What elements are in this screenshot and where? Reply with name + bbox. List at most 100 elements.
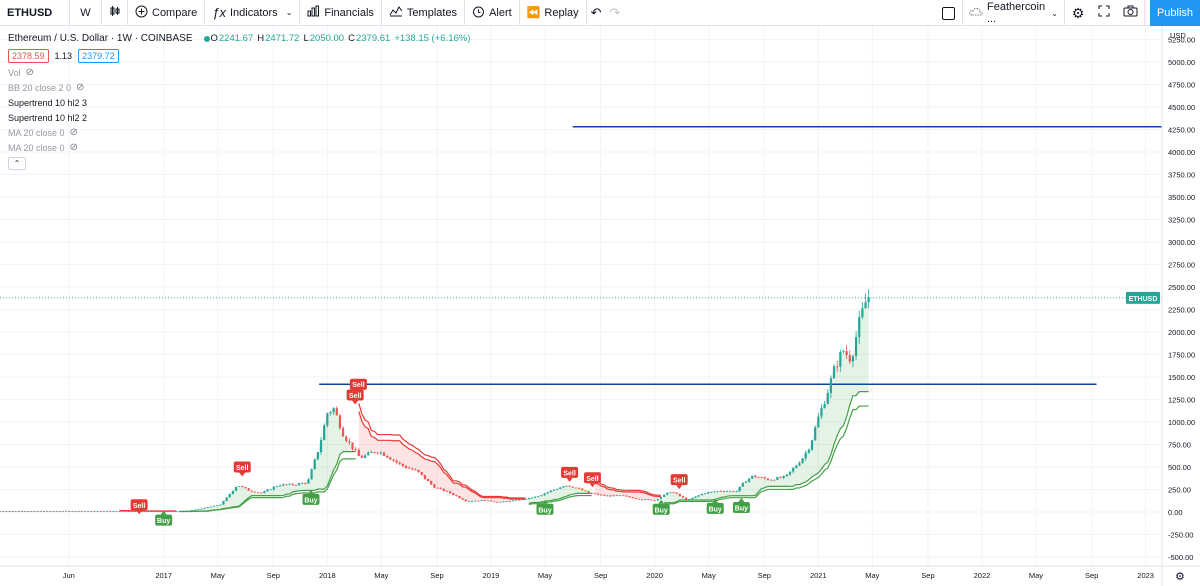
candle-body bbox=[351, 442, 354, 450]
candle-body bbox=[505, 501, 508, 502]
price-tick-label: 2750.00 bbox=[1168, 261, 1195, 270]
time-tick-label: 2020 bbox=[646, 571, 663, 580]
indicator-row[interactable]: Supertrend 10 hl2 2 bbox=[8, 110, 471, 125]
eye-hidden-icon[interactable]: ⊘ bbox=[25, 67, 34, 78]
undo-icon: ↶ bbox=[590, 4, 602, 20]
candle-body bbox=[662, 494, 666, 497]
redo-button[interactable]: ↷ bbox=[606, 0, 625, 26]
interval-button[interactable]: W bbox=[70, 0, 102, 26]
settings-button[interactable]: ⚙ bbox=[1065, 0, 1091, 26]
financials-button[interactable]: Financials bbox=[300, 0, 382, 26]
candle-body bbox=[760, 477, 763, 479]
candle-body bbox=[851, 356, 855, 362]
candle-body bbox=[178, 511, 181, 512]
layout-menu[interactable]: Feathercoin ... ⌄ bbox=[963, 0, 1065, 26]
candle-body bbox=[319, 440, 323, 453]
candle-body bbox=[543, 493, 546, 496]
indicator-row[interactable]: Supertrend 10 hl2 3 bbox=[8, 95, 471, 110]
chart-style-button[interactable] bbox=[102, 0, 128, 26]
candle-body bbox=[559, 487, 562, 489]
price-tick-label: 5000.00 bbox=[1168, 58, 1195, 67]
symbol-search[interactable]: ETHUSD bbox=[0, 0, 70, 26]
indicators-button[interactable]: ƒx Indicators ⌄ bbox=[205, 0, 301, 26]
price-chart[interactable]: Sell Buy Sell Buy Sell Sell Buy Sell Sell Buy Sell… bbox=[0, 26, 1200, 586]
snapshot-button[interactable] bbox=[1117, 0, 1145, 26]
candle-body bbox=[386, 455, 389, 458]
candle-body bbox=[578, 487, 581, 489]
candle-body bbox=[471, 501, 474, 502]
candle-body bbox=[672, 492, 675, 494]
indicator-row[interactable]: MA 20 close 0 ⊘ bbox=[8, 140, 471, 155]
candle-body bbox=[17, 511, 20, 512]
candle-body bbox=[310, 469, 313, 480]
buy-signal bbox=[706, 502, 724, 514]
time-tick-label: 2022 bbox=[974, 571, 991, 580]
candle-body bbox=[511, 500, 515, 502]
candle-body bbox=[153, 511, 156, 513]
collapse-legend-button[interactable]: ⌃ bbox=[8, 157, 26, 170]
candle-body bbox=[766, 478, 770, 480]
eye-hidden-icon[interactable]: ⊘ bbox=[76, 82, 85, 93]
price-tick-label: 3750.00 bbox=[1168, 171, 1195, 180]
candle-body bbox=[445, 491, 449, 492]
symbol-title[interactable]: Ethereum / U.S. Dollar · 1W · COINBASE bbox=[8, 33, 193, 44]
candle-body bbox=[109, 510, 112, 512]
candle-body bbox=[804, 452, 807, 459]
time-tick-label: 2021 bbox=[810, 571, 827, 580]
sell-signal-pointer bbox=[566, 477, 573, 482]
fullscreen-button[interactable] bbox=[1091, 0, 1117, 26]
candle-body bbox=[0, 511, 2, 512]
signal-label: Buy bbox=[735, 506, 748, 513]
candle-body bbox=[348, 441, 351, 443]
indicator-row[interactable]: Vol ⊘ bbox=[8, 65, 471, 80]
candle-body bbox=[741, 482, 744, 487]
templates-button[interactable]: Templates bbox=[382, 0, 466, 26]
candle-body bbox=[773, 479, 776, 481]
indicator-row[interactable]: MA 20 close 0 ⊘ bbox=[8, 125, 471, 140]
candle-body bbox=[527, 497, 530, 500]
candle-body bbox=[253, 491, 257, 493]
candle-body bbox=[729, 490, 732, 492]
candle-body bbox=[326, 413, 329, 426]
eye-hidden-icon[interactable]: ⊘ bbox=[69, 127, 78, 138]
alert-button[interactable]: Alert bbox=[465, 0, 520, 26]
time-tick-label: 2019 bbox=[483, 571, 500, 580]
candle-body bbox=[464, 499, 467, 502]
buy-signal-pointer bbox=[738, 498, 745, 502]
candle-body bbox=[247, 488, 250, 491]
undo-button[interactable]: ↶ bbox=[587, 0, 606, 26]
compare-button[interactable]: Compare bbox=[128, 0, 206, 26]
indicator-row[interactable]: BB 20 close 2 0 ⊘ bbox=[8, 80, 471, 95]
candle-body bbox=[212, 505, 216, 507]
eye-hidden-icon[interactable]: ⊘ bbox=[69, 142, 78, 153]
replay-button[interactable]: ⏪ Replay bbox=[520, 0, 587, 26]
candle-body bbox=[845, 351, 848, 355]
indicator-label: MA 20 close 0 bbox=[8, 127, 65, 138]
candle-body bbox=[530, 497, 534, 499]
candle-body bbox=[546, 492, 549, 494]
publish-button[interactable]: Publish bbox=[1150, 0, 1200, 26]
indicator-label: Vol bbox=[8, 67, 21, 78]
candle-body bbox=[735, 491, 738, 493]
chart-grid bbox=[0, 26, 1162, 566]
candle-body bbox=[807, 449, 810, 453]
market-status-icon bbox=[203, 35, 210, 42]
candle-body bbox=[165, 511, 168, 512]
templates-icon bbox=[389, 5, 403, 20]
supertrend-up-line bbox=[664, 391, 869, 504]
buy-signal-pointer bbox=[541, 499, 548, 504]
candle-body bbox=[360, 455, 364, 458]
candle-body bbox=[297, 483, 301, 486]
candle-body bbox=[426, 479, 430, 482]
fullscreen-toggle-button[interactable] bbox=[935, 0, 963, 26]
candle-body bbox=[436, 487, 439, 489]
candle-body bbox=[203, 507, 206, 509]
candle-body bbox=[228, 494, 231, 498]
buy-price-box[interactable]: 2379.72 bbox=[78, 48, 119, 63]
candle-body bbox=[587, 491, 590, 493]
supertrend-down-line bbox=[358, 411, 526, 500]
candle-body bbox=[540, 495, 543, 496]
time-tick-label: May bbox=[1029, 571, 1043, 580]
candle-body bbox=[395, 460, 398, 463]
sell-price-box[interactable]: 2378.59 bbox=[8, 48, 49, 63]
